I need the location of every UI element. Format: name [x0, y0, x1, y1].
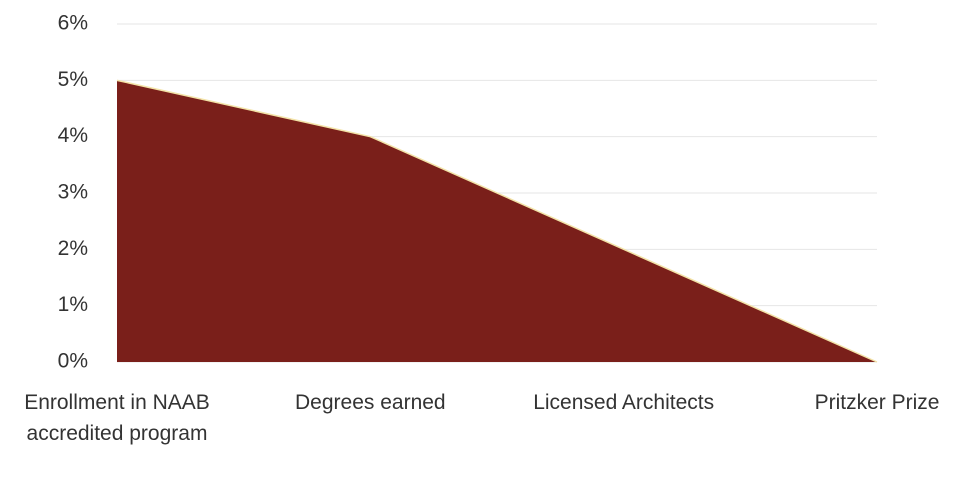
- y-tick-label: 1%: [58, 293, 88, 316]
- area: [117, 80, 877, 362]
- area-edge: [116, 79, 878, 363]
- y-tick-label: 5%: [58, 68, 88, 91]
- y-tick-label: 2%: [58, 237, 88, 260]
- y-tick-label: 3%: [58, 181, 88, 204]
- x-tick-label: Enrollment in NAAB accredited program: [24, 391, 210, 445]
- x-tick-label: Licensed Architects: [533, 391, 715, 414]
- y-tick-label: 0%: [58, 350, 88, 373]
- y-tick-label: 6%: [58, 12, 88, 35]
- y-tick-label: 4%: [58, 124, 88, 147]
- x-tick-label: Degrees earned: [295, 391, 446, 414]
- x-tick-label: Pritzker Prize: [814, 391, 940, 414]
